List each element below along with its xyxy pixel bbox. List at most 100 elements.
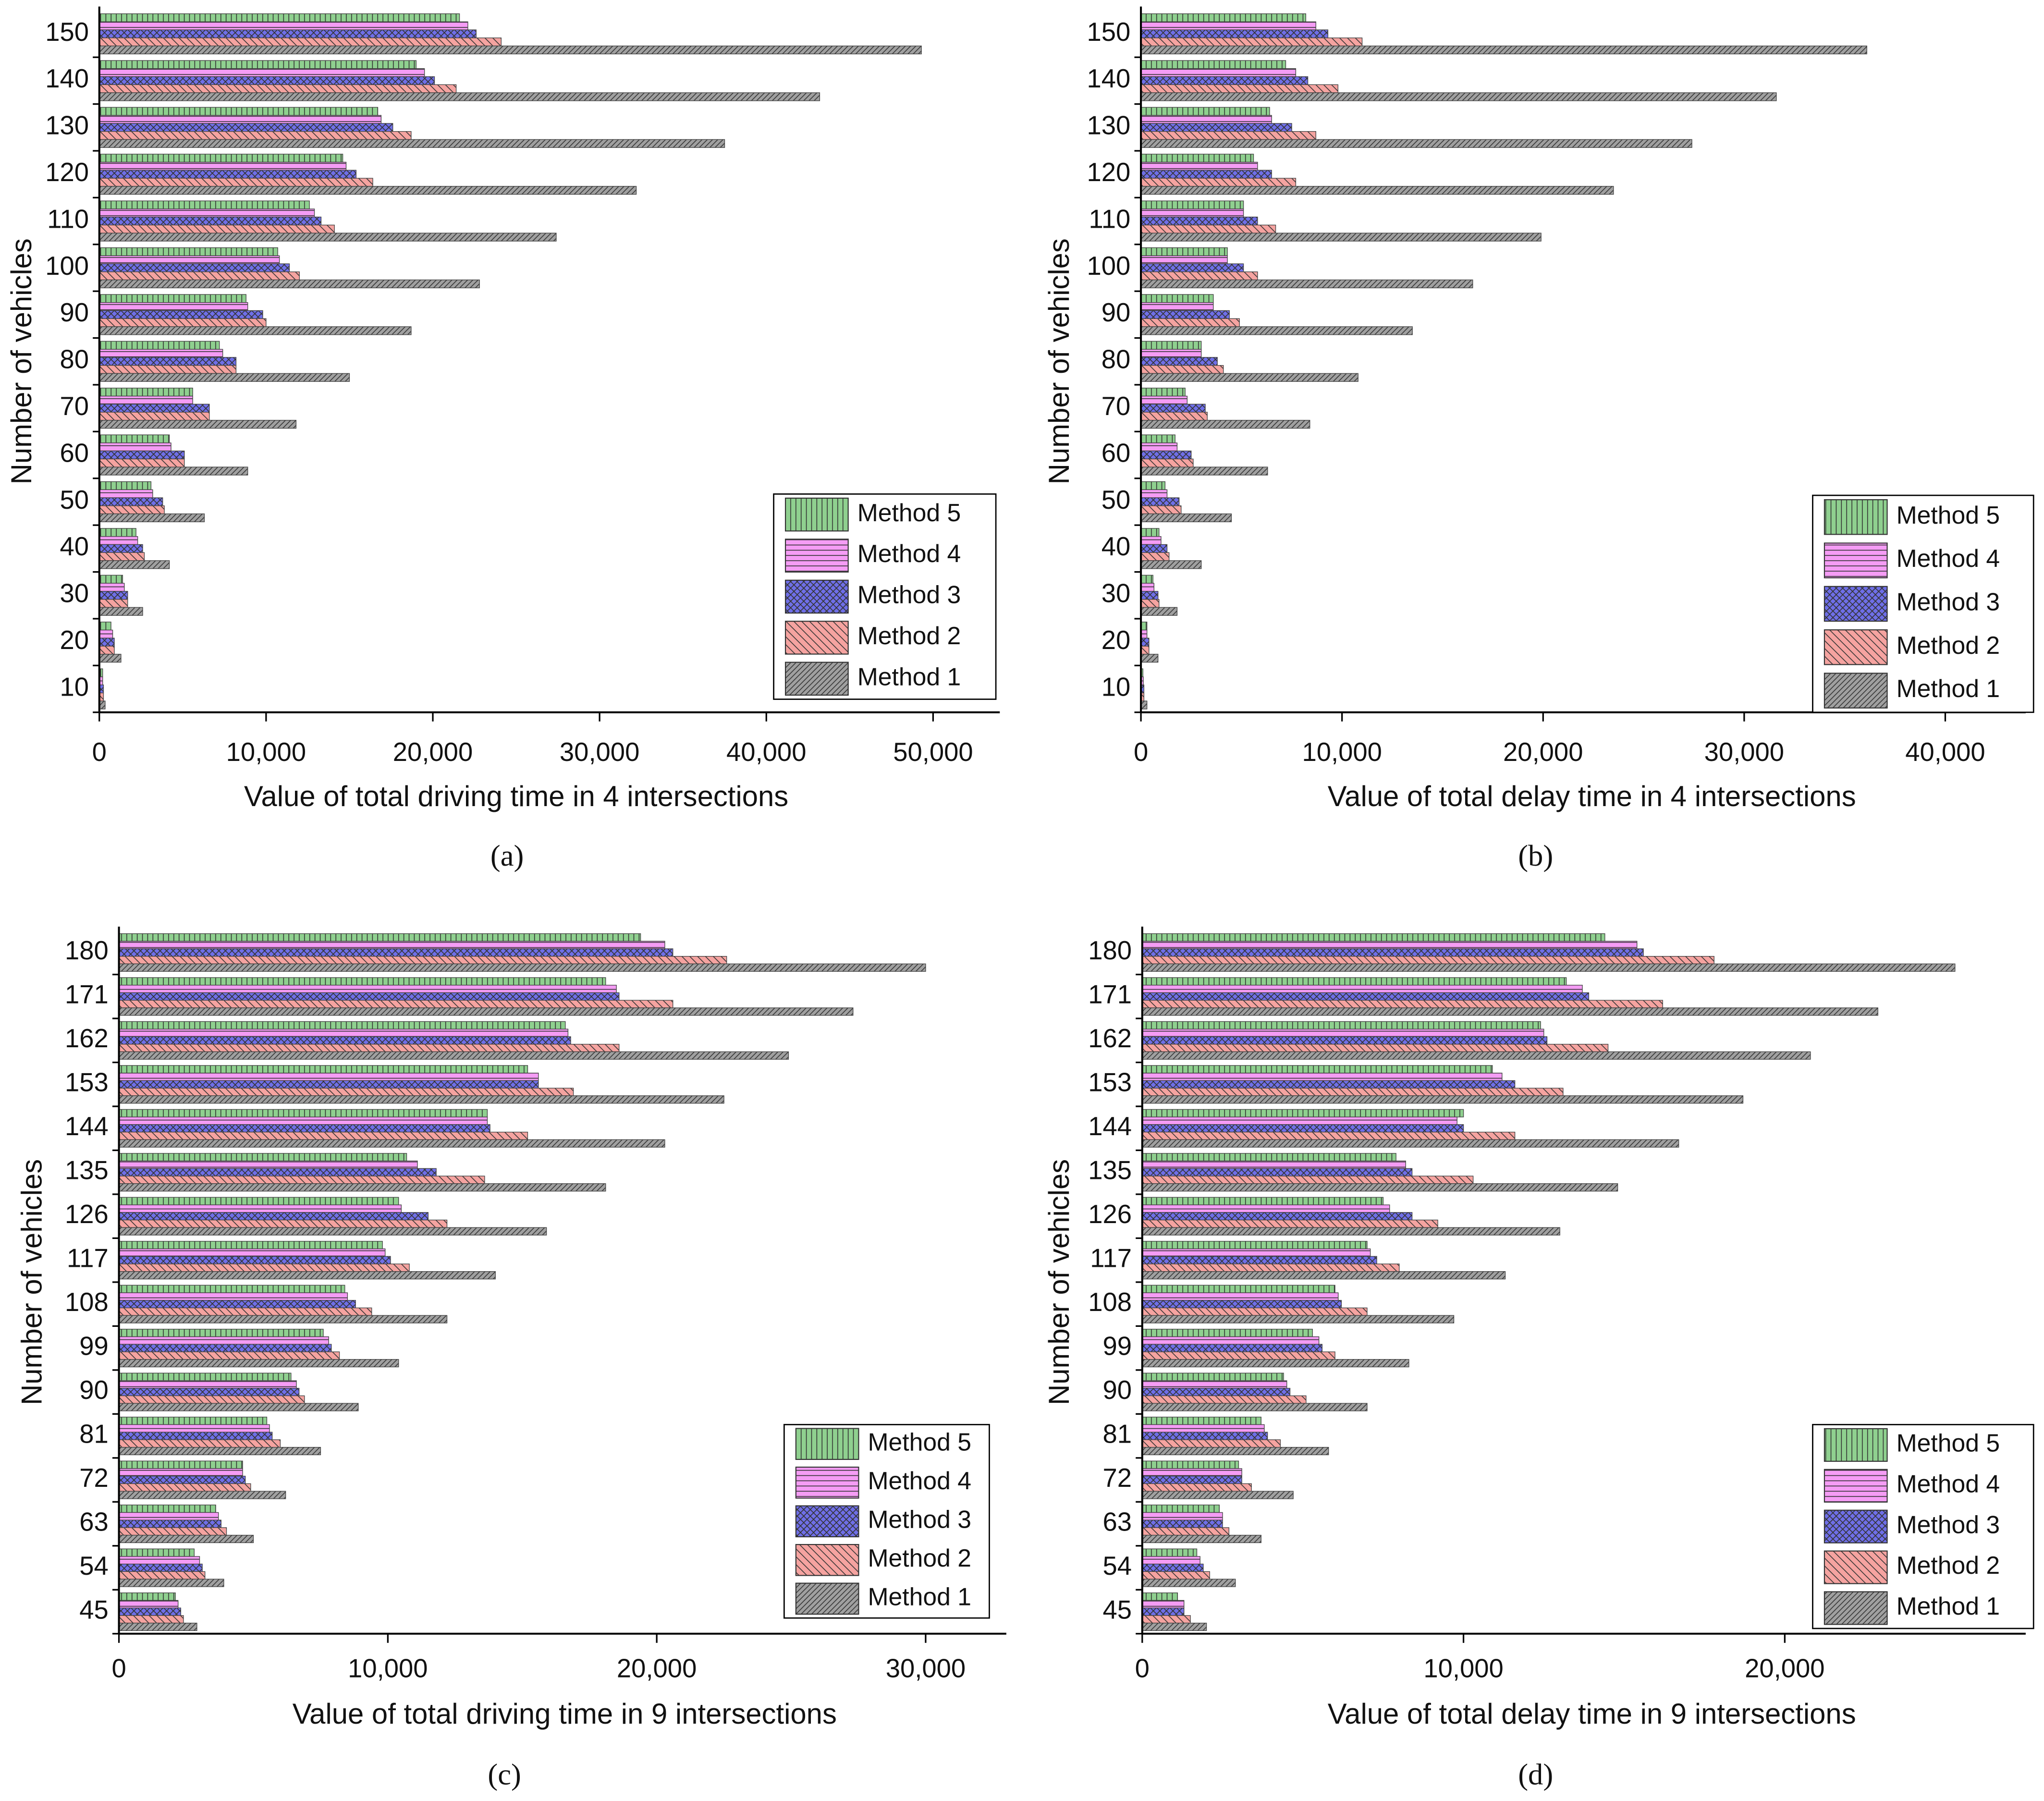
bar xyxy=(118,956,727,965)
legend-swatch xyxy=(795,1466,859,1499)
legend-swatch xyxy=(1824,542,1888,578)
bar xyxy=(118,1029,569,1037)
bar xyxy=(99,388,193,397)
bar xyxy=(1140,217,1258,226)
bar xyxy=(1140,200,1244,209)
bar xyxy=(1140,513,1232,523)
bar xyxy=(1140,646,1150,655)
bar xyxy=(1142,1600,1185,1608)
bar xyxy=(1140,637,1150,647)
bar xyxy=(118,1256,391,1264)
bar xyxy=(118,1021,566,1029)
bar xyxy=(99,489,153,498)
y-tick-label: 150 xyxy=(45,17,89,47)
bar xyxy=(99,450,185,460)
bar xyxy=(99,279,480,289)
bar xyxy=(1142,1116,1457,1125)
bar xyxy=(118,1600,179,1608)
bar xyxy=(99,357,237,366)
bar xyxy=(1142,1212,1413,1221)
y-tick-label: 108 xyxy=(1088,1287,1132,1317)
bar xyxy=(1142,1292,1339,1301)
bar xyxy=(1142,1168,1413,1176)
bar xyxy=(99,233,557,242)
y-tick-label: 72 xyxy=(79,1463,109,1493)
y-tick-label: 60 xyxy=(1102,438,1131,467)
bar xyxy=(1140,349,1202,358)
bar xyxy=(99,92,820,101)
bar xyxy=(1140,178,1297,187)
bar xyxy=(1142,1615,1191,1624)
bar xyxy=(1142,1219,1438,1228)
legend-label: Method 4 xyxy=(1897,544,2000,572)
bar xyxy=(118,1571,206,1580)
bar xyxy=(1142,1088,1564,1096)
bar xyxy=(1142,1432,1268,1440)
bar xyxy=(99,13,460,23)
y-tick-label: 126 xyxy=(1088,1200,1132,1229)
bar xyxy=(118,1548,195,1557)
bar xyxy=(1142,1571,1210,1580)
bar xyxy=(118,1160,418,1169)
y-tick-label: 80 xyxy=(1102,345,1131,374)
bar xyxy=(118,1372,292,1381)
legend-label: Method 5 xyxy=(857,499,961,527)
y-tick-label: 130 xyxy=(1087,111,1131,140)
bar xyxy=(99,622,111,631)
x-tick-label: 10,000 xyxy=(1423,1654,1503,1683)
y-tick-label: 72 xyxy=(1102,1463,1132,1493)
legend-label: Method 5 xyxy=(868,1428,971,1456)
bar xyxy=(118,1607,182,1616)
bar xyxy=(99,84,457,93)
bar xyxy=(1142,1344,1322,1352)
bar xyxy=(118,1168,437,1176)
bar xyxy=(1142,1124,1464,1133)
bar xyxy=(118,1176,485,1184)
bar xyxy=(1140,318,1240,327)
bar xyxy=(1140,186,1614,195)
bar xyxy=(118,1036,571,1045)
bar xyxy=(99,607,143,616)
bar xyxy=(99,646,115,655)
bar xyxy=(1140,450,1192,460)
bar xyxy=(1140,505,1182,515)
bar xyxy=(1140,575,1153,584)
bar xyxy=(99,365,237,374)
bar xyxy=(118,985,617,993)
bar xyxy=(1140,21,1316,30)
bar xyxy=(99,263,290,272)
bar xyxy=(118,1491,286,1499)
legend-label: Method 2 xyxy=(1897,631,2000,659)
y-tick-label: 180 xyxy=(1088,936,1132,965)
y-tick-label: 153 xyxy=(65,1068,109,1097)
x-axis-title: Value of total driving time in 9 interse… xyxy=(293,1698,837,1730)
bar xyxy=(118,1519,221,1528)
bar xyxy=(1142,1285,1335,1293)
y-tick-label: 20 xyxy=(1102,625,1131,655)
bar xyxy=(118,1241,383,1250)
bar xyxy=(118,1388,300,1397)
bar xyxy=(99,131,412,140)
y-tick-label: 130 xyxy=(45,111,89,140)
y-tick-label: 135 xyxy=(1088,1156,1132,1185)
bar xyxy=(1142,1241,1368,1250)
y-tick-label: 54 xyxy=(79,1551,109,1580)
bar xyxy=(1140,420,1310,429)
x-tick-label: 30,000 xyxy=(886,1654,966,1683)
bar xyxy=(1142,1372,1284,1381)
bar xyxy=(1142,1256,1377,1264)
bar xyxy=(99,302,248,311)
bar xyxy=(1140,37,1363,47)
y-tick-label: 90 xyxy=(60,298,89,327)
y-tick-label: 135 xyxy=(65,1156,109,1185)
bar xyxy=(118,1505,216,1513)
bar xyxy=(1140,458,1194,467)
y-axis-title: Number of vehicles xyxy=(1043,1159,1075,1405)
y-axis-title: Number of vehicles xyxy=(16,1159,48,1405)
panel-caption: (a) xyxy=(490,839,524,872)
bar xyxy=(118,1227,547,1236)
x-tick-label: 30,000 xyxy=(560,737,639,767)
bar xyxy=(118,1439,281,1448)
legend-swatch xyxy=(784,497,849,532)
